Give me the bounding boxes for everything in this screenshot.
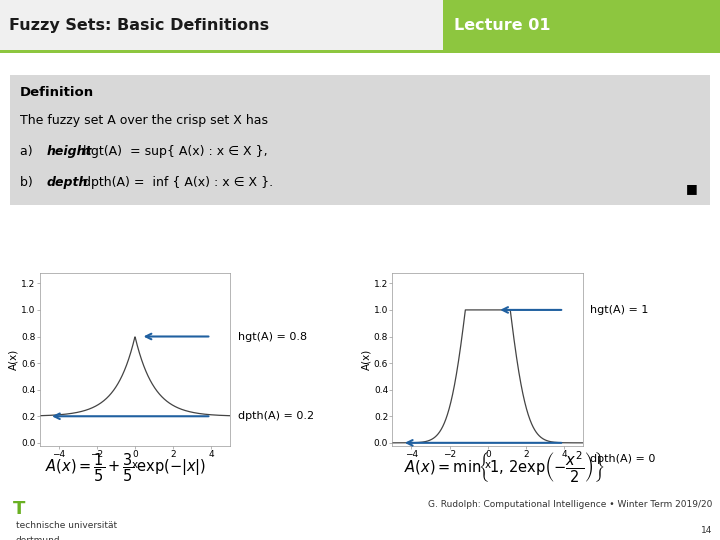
Text: T: T — [13, 500, 25, 518]
Text: depth: depth — [47, 177, 88, 190]
Text: a): a) — [20, 145, 45, 158]
X-axis label: x: x — [485, 460, 491, 470]
Text: ■: ■ — [686, 182, 698, 195]
Text: dpth(A) =  inf { A(x) : x ∈ X }.: dpth(A) = inf { A(x) : x ∈ X }. — [83, 177, 273, 190]
X-axis label: x: x — [132, 460, 138, 470]
Text: Definition: Definition — [20, 86, 94, 99]
Bar — [0, 0, 443, 50]
Text: $A(x) = \dfrac{1}{5} + \dfrac{3}{5}\,\exp(-|x|)$: $A(x) = \dfrac{1}{5} + \dfrac{3}{5}\,\ex… — [45, 451, 207, 484]
Text: hgt(A) = 0.8: hgt(A) = 0.8 — [238, 332, 307, 341]
Text: Fuzzy Sets: Basic Definitions: Fuzzy Sets: Basic Definitions — [9, 18, 269, 32]
Text: dpth(A) = 0: dpth(A) = 0 — [590, 454, 656, 464]
Y-axis label: A(x): A(x) — [361, 348, 371, 370]
Text: The fuzzy set A over the crisp set X has: The fuzzy set A over the crisp set X has — [20, 114, 268, 127]
Text: b): b) — [20, 177, 45, 190]
Text: G. Rudolph: Computational Intelligence • Winter Term 2019/20: G. Rudolph: Computational Intelligence •… — [428, 500, 713, 509]
Y-axis label: A(x): A(x) — [9, 348, 18, 370]
Text: Lecture 01: Lecture 01 — [454, 18, 550, 32]
Text: dortmund: dortmund — [16, 536, 60, 540]
Text: technische universität: technische universität — [16, 521, 117, 530]
Text: hgt(A) = 1: hgt(A) = 1 — [590, 305, 649, 315]
Text: $A(x) = \min\!\left\{1,\,2\exp\!\left(-\dfrac{x^2}{2}\right)\right\}$: $A(x) = \min\!\left\{1,\,2\exp\!\left(-\… — [404, 450, 604, 485]
Text: 14: 14 — [701, 526, 713, 535]
Bar — [443, 0, 720, 50]
Text: dpth(A) = 0.2: dpth(A) = 0.2 — [238, 411, 314, 421]
Text: hgt(A)  = sup{ A(x) : x ∈ X },: hgt(A) = sup{ A(x) : x ∈ X }, — [83, 145, 268, 158]
Text: height: height — [47, 145, 92, 158]
